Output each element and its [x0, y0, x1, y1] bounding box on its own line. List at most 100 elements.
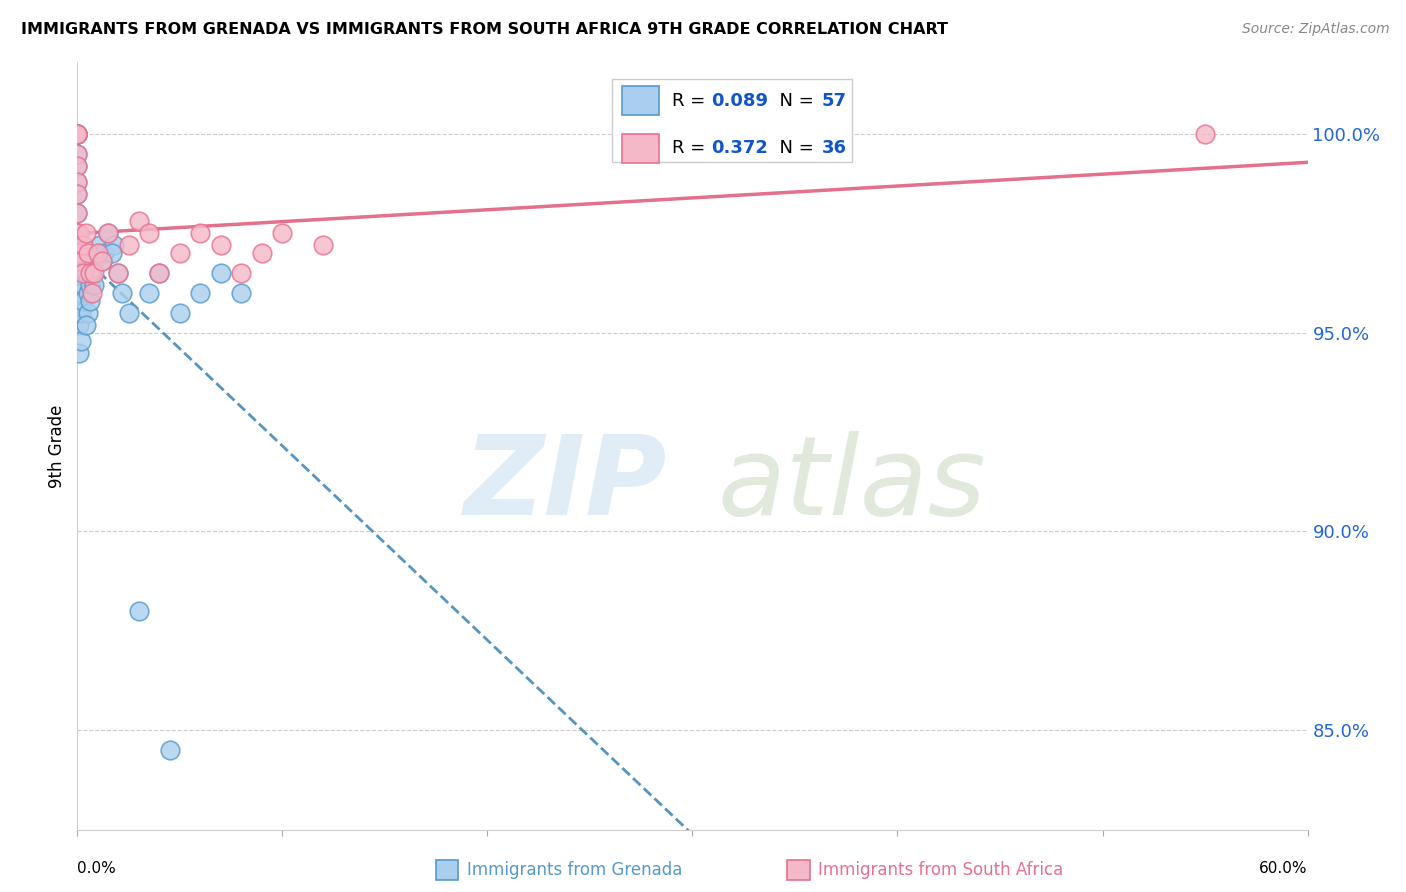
Text: 60.0%: 60.0% — [1260, 862, 1308, 876]
Point — [66, 127, 89, 141]
Point — [271, 227, 294, 241]
Point — [312, 238, 335, 252]
Point — [169, 246, 191, 260]
Point — [1194, 127, 1216, 141]
Point — [67, 266, 90, 280]
Point — [83, 278, 105, 293]
FancyBboxPatch shape — [613, 79, 852, 162]
Point — [80, 266, 103, 280]
Point — [103, 238, 125, 252]
Point — [107, 266, 129, 280]
Text: IMMIGRANTS FROM GRENADA VS IMMIGRANTS FROM SOUTH AFRICA 9TH GRADE CORRELATION CH: IMMIGRANTS FROM GRENADA VS IMMIGRANTS FR… — [21, 22, 948, 37]
Point — [209, 238, 232, 252]
Point — [72, 266, 94, 280]
Point — [97, 227, 120, 241]
Point — [72, 278, 94, 293]
Text: ZIP: ZIP — [464, 431, 668, 538]
Point — [66, 206, 89, 220]
FancyBboxPatch shape — [623, 87, 659, 115]
Point — [75, 227, 97, 241]
Point — [66, 127, 89, 141]
Point — [250, 246, 273, 260]
Point — [188, 285, 212, 300]
Point — [66, 186, 89, 201]
Point — [66, 159, 89, 173]
Point — [101, 246, 124, 260]
Point — [66, 285, 89, 300]
Point — [66, 175, 89, 189]
Text: Immigrants from Grenada: Immigrants from Grenada — [467, 861, 682, 879]
FancyBboxPatch shape — [623, 134, 659, 163]
Point — [72, 293, 94, 308]
Text: N =: N = — [768, 139, 820, 157]
Point — [67, 306, 90, 320]
Point — [107, 266, 129, 280]
Point — [79, 278, 101, 293]
Point — [66, 227, 89, 241]
Text: R =: R = — [672, 139, 710, 157]
Point — [66, 127, 89, 141]
Point — [66, 238, 89, 252]
Point — [66, 127, 89, 141]
Point — [97, 227, 120, 241]
Point — [148, 266, 170, 280]
Text: Source: ZipAtlas.com: Source: ZipAtlas.com — [1241, 22, 1389, 37]
Text: 57: 57 — [821, 92, 846, 110]
Text: N =: N = — [768, 92, 820, 110]
Point — [70, 306, 93, 320]
Point — [67, 345, 90, 359]
Point — [66, 175, 89, 189]
Point — [148, 266, 170, 280]
Point — [90, 254, 114, 268]
Point — [66, 278, 89, 293]
Point — [66, 238, 89, 252]
Point — [111, 285, 134, 300]
Point — [169, 306, 191, 320]
Point — [75, 266, 97, 280]
Point — [83, 266, 105, 280]
Point — [79, 266, 101, 280]
Point — [66, 266, 89, 280]
Text: 0.0%: 0.0% — [77, 862, 117, 876]
Point — [89, 238, 111, 252]
Point — [83, 254, 105, 268]
Point — [67, 285, 90, 300]
Point — [66, 206, 89, 220]
Point — [128, 604, 150, 618]
Point — [66, 127, 89, 141]
Point — [66, 127, 89, 141]
Point — [188, 227, 212, 241]
Text: atlas: atlas — [717, 431, 986, 538]
Point — [80, 285, 103, 300]
Point — [79, 293, 101, 308]
Point — [76, 285, 98, 300]
Point — [231, 285, 253, 300]
Point — [70, 334, 93, 348]
Point — [66, 246, 89, 260]
Text: R =: R = — [672, 92, 710, 110]
Point — [138, 285, 160, 300]
Point — [67, 246, 90, 260]
Text: 36: 36 — [821, 139, 846, 157]
Point — [70, 254, 93, 268]
Point — [76, 306, 98, 320]
Point — [67, 318, 90, 332]
Text: Immigrants from South Africa: Immigrants from South Africa — [818, 861, 1063, 879]
Point — [93, 246, 115, 260]
Point — [159, 743, 181, 757]
Point — [66, 127, 89, 141]
Point — [209, 266, 232, 280]
Point — [66, 254, 89, 268]
Point — [76, 246, 98, 260]
Point — [70, 285, 93, 300]
Text: 0.089: 0.089 — [711, 92, 768, 110]
Point — [87, 246, 110, 260]
Point — [117, 238, 139, 252]
Point — [66, 293, 89, 308]
Point — [72, 238, 94, 252]
Point — [66, 127, 89, 141]
Point — [66, 127, 89, 141]
Point — [138, 227, 160, 241]
Point — [117, 306, 139, 320]
Text: 0.372: 0.372 — [711, 139, 768, 157]
